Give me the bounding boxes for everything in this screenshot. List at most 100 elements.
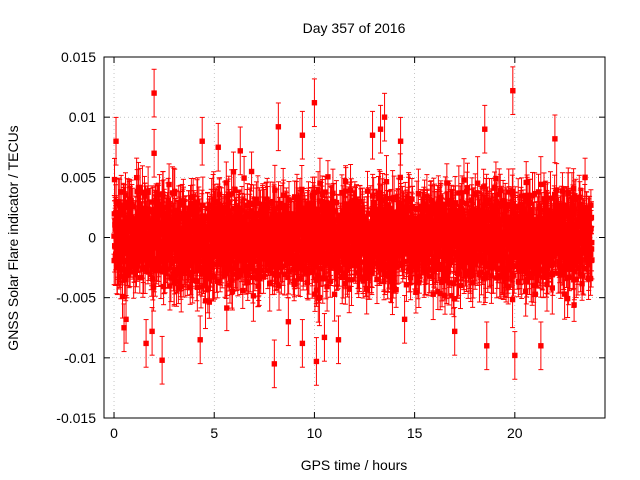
data-point (174, 269, 181, 276)
data-point (260, 208, 266, 214)
data-point (271, 208, 277, 215)
data-point (212, 199, 218, 206)
data-point (224, 305, 230, 311)
data-point (177, 201, 184, 208)
data-point (211, 274, 218, 280)
data-point (229, 216, 235, 222)
data-point (216, 251, 222, 257)
data-point (196, 265, 203, 271)
data-point (171, 217, 177, 224)
data-point (160, 194, 166, 200)
data-point (312, 291, 318, 297)
data-point (309, 247, 315, 254)
data-point (150, 276, 156, 282)
data-point (240, 287, 246, 294)
data-point (214, 278, 221, 284)
data-point (149, 199, 155, 205)
data-point (314, 210, 320, 216)
data-point (311, 206, 317, 212)
data-point (315, 187, 321, 194)
data-point (202, 298, 209, 304)
data-point (275, 204, 282, 210)
data-point (172, 188, 178, 195)
data-point (122, 192, 129, 198)
data-point (204, 258, 210, 265)
data-point (248, 168, 255, 175)
data-point (285, 274, 291, 281)
data-point (194, 284, 201, 291)
data-point (118, 189, 124, 195)
data-point (309, 267, 316, 274)
data-point (171, 266, 178, 272)
data-point (235, 274, 241, 280)
data-point (247, 200, 253, 206)
data-point (241, 175, 247, 181)
data-point (311, 189, 318, 196)
data-point (290, 266, 297, 273)
data-point (200, 202, 206, 208)
data-point (283, 203, 290, 209)
data-point (116, 202, 123, 208)
data-point (167, 283, 173, 289)
data-point (247, 224, 253, 230)
data-point (134, 188, 140, 195)
data-point (250, 293, 257, 299)
data-point (187, 284, 193, 291)
data-point (152, 241, 158, 247)
data-point (267, 199, 273, 205)
data-point (229, 289, 236, 295)
data-point (270, 200, 276, 207)
data-point (317, 180, 323, 186)
data-point (194, 199, 201, 205)
data-point (248, 208, 254, 214)
data-point (316, 294, 323, 301)
data-point (198, 258, 204, 264)
data-point (251, 215, 257, 221)
data-point (111, 176, 118, 183)
data-point (166, 181, 172, 188)
data-point (276, 283, 282, 289)
data-point (230, 265, 237, 272)
data-point (139, 189, 146, 196)
data-point (206, 215, 212, 222)
data-point (192, 214, 199, 220)
data-point (267, 280, 273, 287)
data-point (278, 200, 284, 207)
data-layer (111, 66, 595, 389)
data-point (119, 293, 126, 300)
data-point (185, 210, 192, 216)
data-point (232, 186, 238, 193)
data-point (315, 272, 322, 279)
data-point (260, 274, 267, 280)
data-point (165, 197, 171, 204)
data-point (263, 196, 270, 202)
data-point (299, 186, 305, 193)
data-point (208, 264, 215, 271)
data-point (196, 206, 202, 212)
data-point (313, 287, 320, 293)
data-point (223, 180, 229, 186)
data-point (206, 269, 213, 276)
data-point (221, 205, 228, 211)
data-point (223, 270, 229, 277)
data-point (113, 211, 120, 217)
data-point (245, 279, 251, 286)
data-point (304, 279, 310, 286)
data-point (189, 277, 196, 283)
data-point (132, 271, 139, 277)
data-point (272, 187, 278, 193)
data-point (224, 265, 230, 272)
data-point (306, 268, 312, 274)
data-point (285, 224, 292, 231)
data-point (154, 198, 161, 205)
data-point (299, 260, 305, 266)
data-point (175, 285, 182, 291)
data-point (253, 196, 260, 202)
data-point (206, 299, 213, 305)
data-point (226, 261, 232, 267)
data-point (119, 248, 126, 255)
data-point (122, 276, 129, 283)
data-point (188, 194, 195, 201)
data-point (168, 275, 174, 281)
